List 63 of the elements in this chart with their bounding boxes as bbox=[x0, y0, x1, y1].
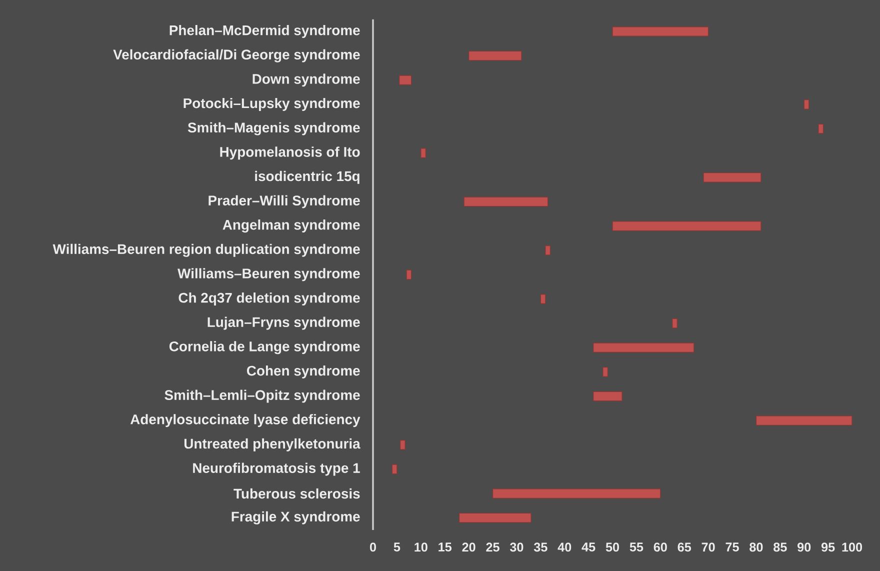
bar bbox=[458, 512, 532, 523]
x-tick-label: 50 bbox=[606, 542, 619, 552]
y-tick-label: Tuberous sclerosis bbox=[234, 488, 360, 499]
y-tick-label: Down syndrome bbox=[252, 74, 360, 87]
bar bbox=[612, 221, 762, 231]
y-tick-label: Velocardiofacial/Di George syndrome bbox=[113, 49, 360, 62]
y-tick-label: Hypomelanosis of Ito bbox=[220, 146, 360, 160]
bar bbox=[399, 75, 412, 86]
x-tick-label: 40 bbox=[558, 542, 572, 552]
y-tick-label: Lujan–Fryns syndrome bbox=[208, 316, 360, 330]
x-tick-label: 55 bbox=[630, 542, 644, 552]
y-tick-label: Williams–Beuren region duplication syndrome bbox=[52, 244, 360, 257]
y-tick-label: Cornelia de Lange syndrome bbox=[169, 341, 360, 354]
y-tick-label: Untreated phenylketonuria bbox=[184, 438, 360, 452]
y-tick-label: isodicentric 15q bbox=[255, 170, 360, 184]
x-tick-label: 20 bbox=[462, 542, 476, 552]
bar bbox=[672, 318, 678, 328]
y-tick-label: Phelan–McDermid syndrome bbox=[170, 24, 360, 38]
x-tick-label: 70 bbox=[702, 542, 715, 552]
y-tick-label: Neurofibromatosis type 1 bbox=[193, 462, 360, 476]
y-tick-label: Adenylosuccinate lyase deficiency bbox=[130, 414, 360, 428]
bar bbox=[464, 196, 548, 207]
y-tick-label: Fragile X syndrome bbox=[232, 511, 360, 524]
bar bbox=[703, 172, 762, 182]
bar bbox=[593, 391, 622, 402]
bar bbox=[468, 50, 522, 61]
y-tick-label: Williams–Beuren syndrome bbox=[178, 268, 360, 282]
bar bbox=[602, 366, 608, 377]
x-tick-label: 45 bbox=[582, 542, 596, 552]
x-tick-label: 60 bbox=[654, 542, 667, 552]
bar bbox=[593, 342, 694, 353]
y-tick-label: Prader–Willi Syndrome bbox=[208, 195, 360, 208]
bar bbox=[392, 464, 398, 474]
x-tick-label: 35 bbox=[534, 542, 548, 552]
bar bbox=[804, 99, 810, 110]
bar bbox=[406, 270, 412, 280]
x-tick-label: 0 bbox=[370, 542, 376, 552]
x-tick-label: 25 bbox=[486, 542, 500, 552]
x-tick-label: 100 bbox=[842, 542, 862, 552]
x-tick-label: 30 bbox=[510, 542, 524, 552]
y-tick-label: Cohen syndrome bbox=[246, 365, 360, 378]
bar bbox=[545, 245, 551, 256]
x-tick-label: 15 bbox=[438, 542, 452, 552]
bar bbox=[492, 488, 661, 498]
x-tick-label: 85 bbox=[774, 542, 787, 552]
bar bbox=[756, 416, 852, 426]
bar bbox=[420, 148, 426, 158]
bar bbox=[540, 294, 546, 304]
x-tick-label: 80 bbox=[750, 542, 763, 552]
y-tick-label: Angelman syndrome bbox=[222, 220, 360, 233]
bar bbox=[612, 26, 709, 36]
x-tick-label: 75 bbox=[726, 542, 739, 552]
bar bbox=[400, 440, 406, 450]
x-tick-label: 90 bbox=[798, 542, 811, 552]
y-tick-label: Potocki–Lupsky syndrome bbox=[184, 98, 360, 111]
x-tick-label: 5 bbox=[394, 542, 400, 552]
x-tick-label: 65 bbox=[678, 542, 692, 552]
bar bbox=[818, 124, 824, 134]
y-tick-label: Smith–Lemli–Opitz syndrome bbox=[164, 390, 360, 403]
y-tick-label: Smith–Magenis syndrome bbox=[188, 122, 360, 136]
x-tick-label: 95 bbox=[821, 542, 835, 552]
y-tick-label: Ch 2q37 deletion syndrome bbox=[178, 292, 360, 306]
x-tick-label: 10 bbox=[414, 542, 428, 552]
